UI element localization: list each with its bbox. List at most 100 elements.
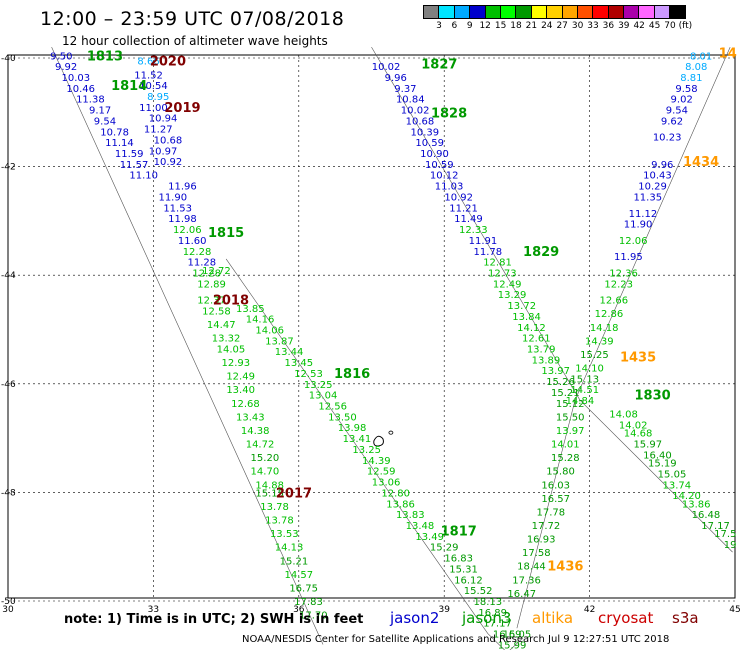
swh-value: 13.89 [532, 355, 561, 366]
colorbar-label: 21 [525, 21, 538, 31]
time-label: 1829 [523, 245, 559, 260]
time-label: 1815 [208, 226, 244, 241]
swh-value: 14.12 [517, 323, 546, 334]
swh-value: 12.81 [483, 258, 512, 269]
swh-value: 9.96 [385, 73, 407, 84]
swh-value: 14.39 [585, 336, 614, 347]
lon-tick-label: 30 [2, 605, 14, 615]
swh-value: 9.96 [651, 160, 673, 171]
time-label: 1435 [620, 351, 656, 366]
swh-value: 15.99 [498, 640, 527, 650]
colorbar-label: 42 [633, 21, 645, 31]
swh-value: 11.59 [115, 149, 144, 160]
swh-value: 13.41 [343, 434, 372, 445]
swh-value: 12.73 [488, 268, 517, 279]
swh-value: 10.59 [415, 138, 444, 149]
swh-value: 13.43 [236, 412, 265, 423]
swh-value: 11.12 [629, 209, 658, 220]
swh-value: 16.89 [478, 608, 507, 619]
swh-value: 13.25 [304, 380, 333, 391]
swh-value: 13.40 [226, 385, 255, 396]
swh-value: 12.28 [192, 268, 221, 279]
time-label: 1434 [683, 155, 719, 170]
swh-value: 9.54 [666, 106, 688, 117]
swh-value: 14.88 [255, 480, 284, 491]
swh-value: 11.90 [624, 220, 653, 231]
map-title: 12:00 – 23:59 UTC 07/08/2018 [40, 8, 345, 30]
swh-value: 18.44 [517, 562, 546, 573]
colorbar-label: 9 [466, 21, 473, 31]
swh-value: 18.13 [473, 597, 502, 608]
lat-tick-label: -48 [1, 488, 16, 498]
lon-tick-label: 39 [438, 605, 450, 615]
swh-value: 11.10 [129, 171, 158, 182]
lat-tick-label: -44 [1, 271, 16, 281]
swh-value: 11.52 [134, 70, 163, 81]
colorbar-label: 12 [479, 21, 491, 31]
swh-value: 10.97 [149, 146, 178, 157]
swh-value: 10.02 [372, 62, 401, 73]
swh-value: 13.53 [270, 529, 299, 540]
swh-value: 9.92 [55, 62, 77, 73]
time-label: 1436 [547, 560, 583, 575]
swh-value: 11.00 [139, 103, 168, 114]
swh-value: 12.80 [381, 488, 410, 499]
swh-value: 15.31 [449, 564, 478, 575]
swh-value: 15.21 [551, 388, 580, 399]
swh-value: 17.17 [701, 521, 730, 532]
colorbar-label: 24 [541, 21, 553, 31]
swh-value: 10.23 [653, 133, 682, 144]
swh-value: 13.86 [682, 499, 711, 510]
colorbar-label: 70 [664, 21, 676, 31]
footnote: note: 1) Time is in UTC; 2) SWH is in fe… [64, 612, 364, 627]
swh-value: 11.27 [144, 125, 173, 136]
swh-value: 14.84 [566, 396, 595, 407]
swh-value: 11.53 [163, 203, 192, 214]
lon-tick-label: 42 [584, 605, 595, 615]
legend-s3a: s3a [672, 609, 699, 627]
swh-value: 13.85 [236, 304, 265, 315]
satellite-ground-track [371, 46, 733, 553]
swh-value: 10.92 [444, 192, 473, 203]
time-label: 2020 [150, 55, 186, 70]
colorbar-label: (ft) [678, 21, 693, 31]
swh-value: 11.03 [435, 182, 464, 193]
swh-value: 11.35 [633, 192, 662, 203]
swh-value: 12.93 [221, 358, 250, 369]
swh-value: 14.10 [575, 364, 604, 375]
swh-value: 17.70 [299, 611, 328, 622]
swh-value: 10.94 [149, 114, 178, 125]
swh-value: 10.78 [100, 127, 129, 138]
swh-value: 9.37 [394, 84, 416, 95]
swh-value: 12.33 [459, 225, 488, 236]
swh-value: 13.32 [212, 334, 241, 345]
swh-value: 12.37 [197, 296, 226, 307]
swh-value: 16.83 [444, 554, 473, 565]
time-label: 2019 [164, 101, 200, 116]
colorbar-label: 18 [510, 21, 522, 31]
time-label: 1816 [334, 367, 370, 382]
swh-value: 12.68 [231, 399, 260, 410]
colorbar-label: 27 [556, 21, 568, 31]
colorbar-label: 33 [587, 21, 599, 31]
swh-value: 13.04 [309, 391, 338, 402]
swh-value: 16.69 [493, 630, 522, 641]
lat-tick-label: -46 [1, 380, 16, 390]
swh-value: 12.66 [600, 296, 629, 307]
satellite-ground-track [516, 47, 731, 629]
swh-value: 9.58 [675, 84, 697, 95]
colorbar-label: 15 [494, 21, 507, 31]
swh-value: 16.75 [289, 583, 318, 594]
swh-value: 13.74 [663, 480, 692, 491]
swh-value: 15.28 [551, 453, 580, 464]
swh-value: 10.84 [396, 95, 425, 106]
satellite-ground-track [51, 47, 324, 645]
swh-value: 14.57 [284, 570, 313, 581]
swh-value: 11.90 [158, 192, 187, 203]
lon-tick-label: 33 [148, 605, 159, 615]
swh-value: 10.68 [406, 116, 435, 127]
swh-value: 10.68 [154, 135, 183, 146]
swh-value: 17.5 [714, 529, 736, 540]
swh-value: 16.40 [643, 450, 672, 461]
swh-value: 11.28 [188, 258, 217, 269]
